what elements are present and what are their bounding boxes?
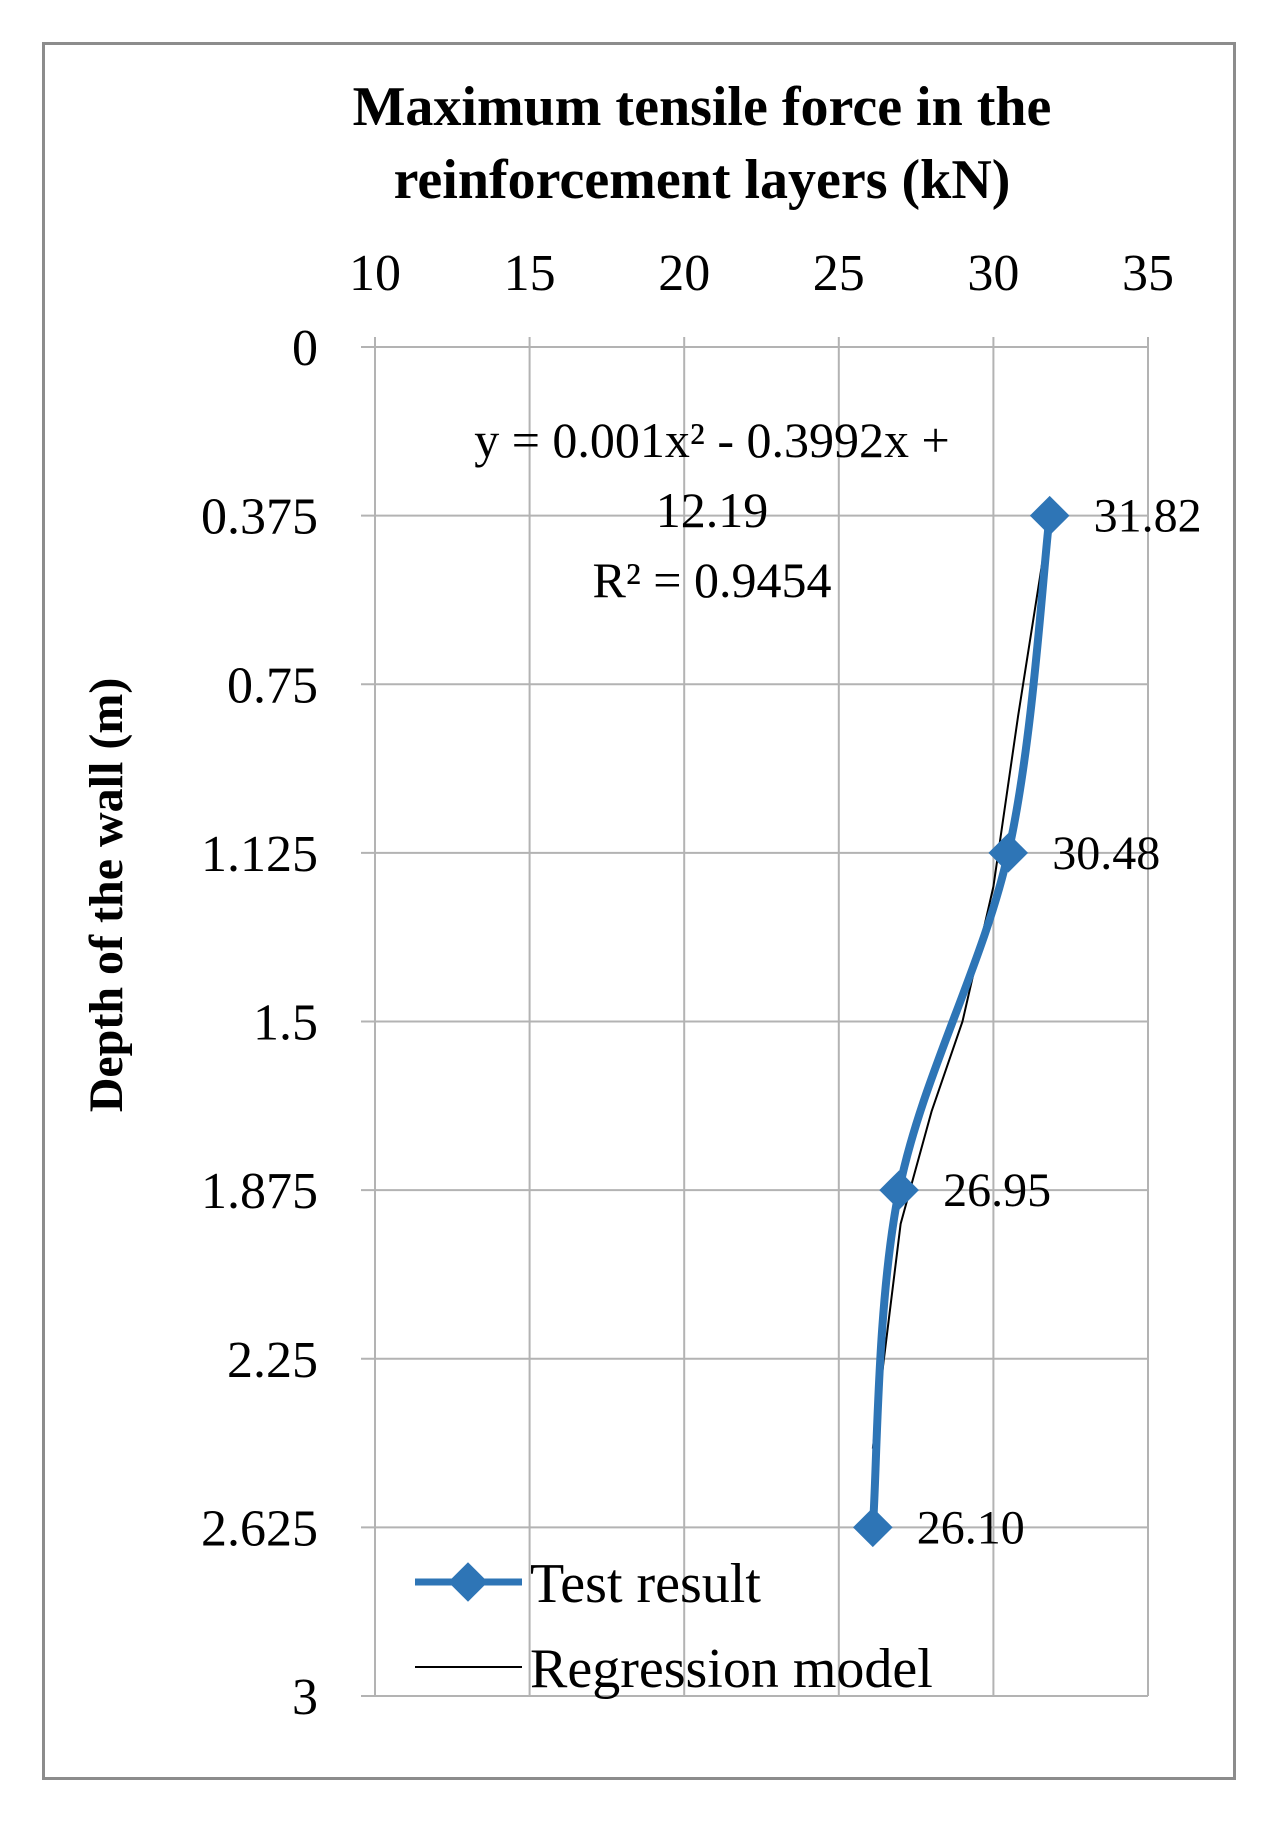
legend-marker-test-result <box>448 1562 488 1602</box>
y-tick-label: 0.375 <box>201 489 318 546</box>
test-result-point <box>853 1507 893 1548</box>
y-axis-title: Depth of the wall (m) <box>80 678 133 1113</box>
x-tick-label: 25 <box>813 245 865 302</box>
y-tick-label: 2.25 <box>227 1332 318 1389</box>
chart-frame <box>42 42 1236 1780</box>
test-result-line <box>868 515 1054 1528</box>
y-tick-label: 1.875 <box>201 1163 318 1220</box>
y-tick-label: 0 <box>292 320 318 377</box>
x-tick-label: 30 <box>967 245 1019 302</box>
x-tick-label: 10 <box>349 245 401 302</box>
trendline-r-squared: R² = 0.9454 <box>592 552 831 608</box>
data-label: 26.95 <box>943 1164 1051 1217</box>
regression-model-line <box>871 515 1051 1449</box>
x-tick-label: 35 <box>1122 245 1174 302</box>
data-label: 30.48 <box>1052 827 1160 880</box>
series-layer: 31.82 30.48 26.95 26.10 <box>853 490 1202 1554</box>
x-tick-label: 20 <box>658 245 710 302</box>
y-tick-label: 2.625 <box>201 1500 318 1557</box>
y-tick-label: 1.5 <box>253 995 318 1052</box>
trendline-equation-line-1: y = 0.001x² - 0.3992x + <box>474 412 950 468</box>
test-result-point <box>879 1170 919 1210</box>
legend: Test result Regression model <box>415 1553 933 1700</box>
data-label: 26.10 <box>917 1501 1025 1554</box>
y-tick-label: 0.75 <box>227 657 318 714</box>
trendline-equation-line-2: 12.19 <box>656 482 769 538</box>
x-tick-label: 15 <box>504 245 556 302</box>
test-result-point <box>988 833 1029 873</box>
x-axis-title-line-2: reinforcement layers (kN) <box>394 149 1011 211</box>
test-result-point <box>1029 495 1070 536</box>
y-tick-label: 1.125 <box>201 826 318 883</box>
y-tick-label: 3 <box>292 1669 318 1726</box>
data-label: 31.82 <box>1094 490 1202 543</box>
legend-label-test-result: Test result <box>530 1553 761 1615</box>
grid-layer: 10 15 20 25 30 35 0 0.375 0.75 1.125 1.5 1.875 2.25 2… <box>201 245 1174 1726</box>
legend-label-regression-model: Regression model <box>530 1638 933 1700</box>
x-axis-title-line-1: Maximum tensile force in the <box>353 76 1052 138</box>
